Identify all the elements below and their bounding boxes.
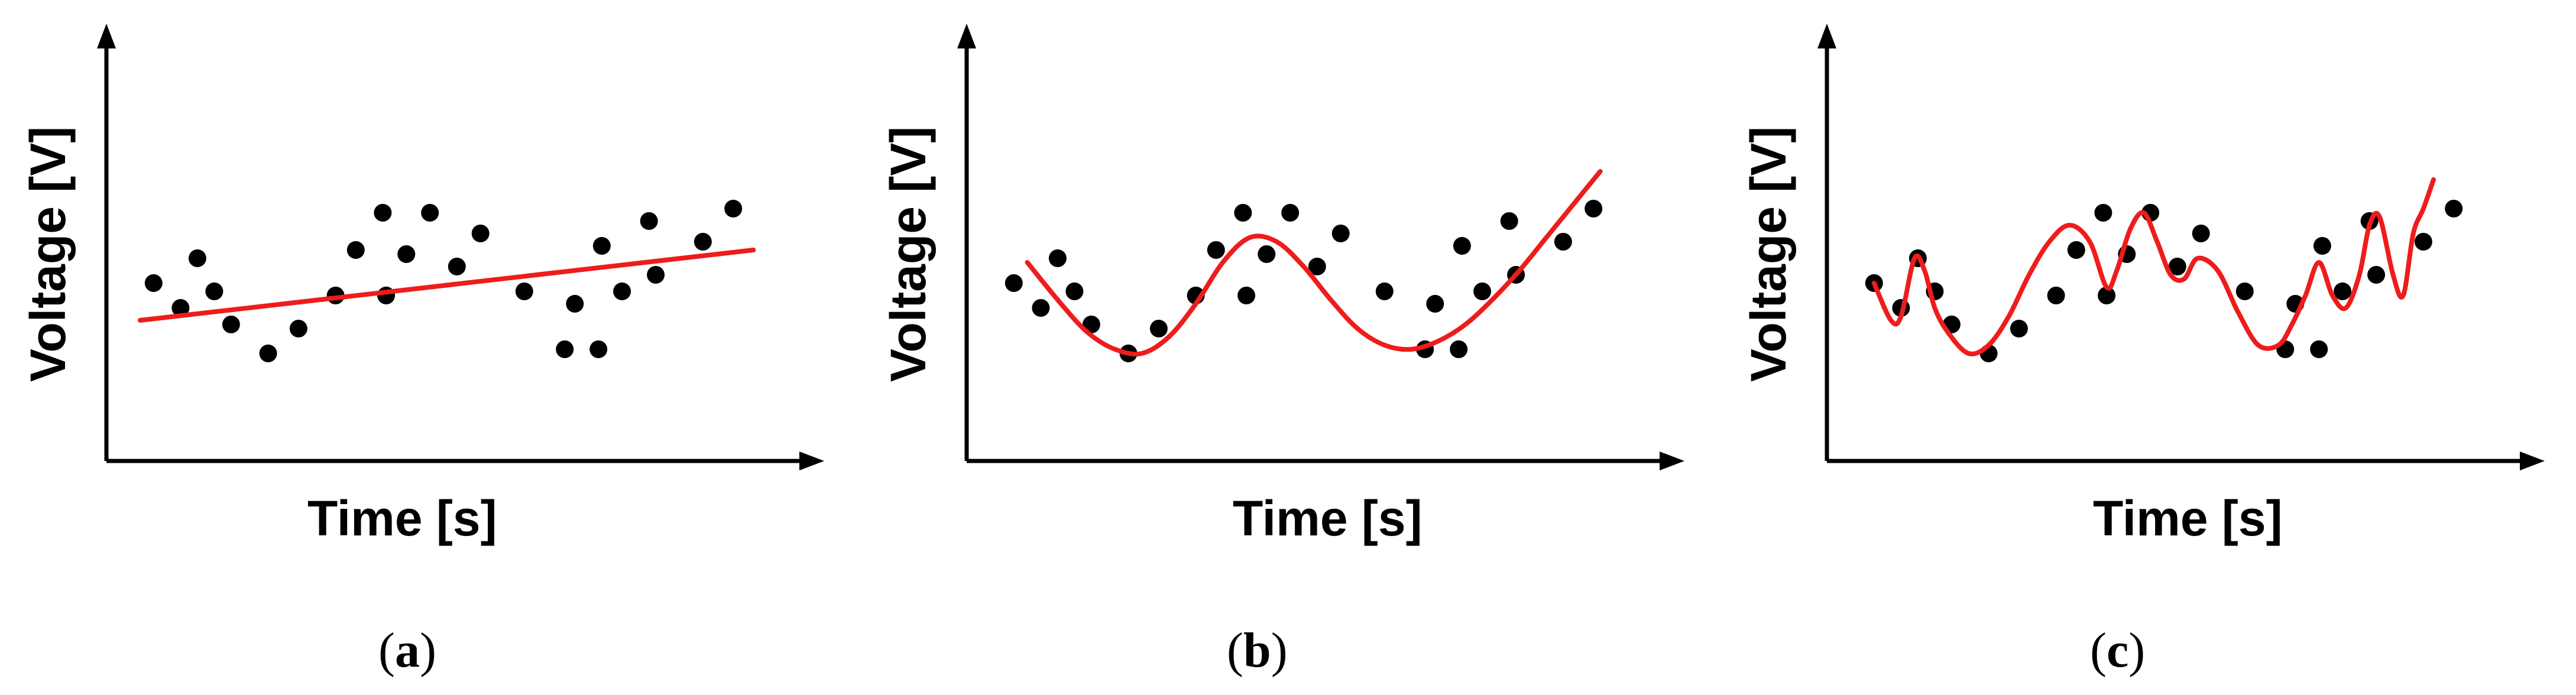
y-axis-label: Voltage [V] — [20, 126, 76, 382]
caption-open-paren: ( — [2090, 623, 2107, 678]
caption-letter: b — [1243, 623, 1271, 678]
data-point — [1258, 245, 1276, 263]
panel-caption-b: (b) — [1227, 623, 1288, 678]
data-point — [2098, 287, 2116, 304]
data-point — [2047, 287, 2065, 304]
data-point — [259, 345, 277, 362]
data-point — [1207, 241, 1225, 259]
x-axis-label: Time [s] — [2093, 491, 2283, 546]
data-point — [1005, 274, 1023, 292]
y-axis-arrow — [957, 24, 976, 48]
data-point — [724, 200, 743, 217]
x-axis-arrow — [1660, 452, 1684, 470]
caption-close-paren: ) — [2128, 623, 2145, 678]
data-point — [640, 212, 658, 230]
data-point — [1281, 204, 1300, 222]
x-axis-label: Time [s] — [1233, 491, 1423, 546]
data-point — [592, 237, 611, 255]
data-point — [556, 340, 574, 358]
data-point — [647, 266, 665, 284]
data-point — [205, 282, 223, 300]
panel-a: Time [s] Voltage [V] (a) — [20, 24, 824, 678]
x-axis-arrow — [2520, 452, 2545, 470]
data-point — [2445, 200, 2463, 217]
data-point — [1065, 282, 1084, 300]
caption-close-paren: ) — [1271, 623, 1288, 678]
data-point — [2094, 204, 2112, 222]
panel-caption-a: (a) — [378, 623, 436, 678]
data-point — [1585, 200, 1603, 217]
y-axis-arrow — [1817, 24, 1836, 48]
data-point — [1453, 237, 1471, 255]
data-point — [566, 295, 584, 313]
fit-line-a — [138, 248, 756, 323]
data-point — [448, 258, 466, 275]
data-point — [471, 225, 490, 242]
data-point — [1048, 249, 1067, 267]
caption-open-paren: ( — [378, 623, 395, 678]
fit-curve-b — [1025, 169, 1603, 357]
axes-a — [97, 24, 824, 470]
data-point — [171, 299, 190, 317]
data-point — [1375, 282, 1394, 300]
data-point — [2067, 241, 2085, 259]
data-point — [2310, 340, 2328, 358]
data-point — [289, 320, 307, 337]
caption-close-paren: ) — [420, 623, 436, 678]
data-point — [1237, 287, 1256, 304]
data-point — [2334, 282, 2352, 300]
data-point — [1500, 212, 1518, 230]
data-point — [2414, 233, 2432, 251]
axes-c — [1817, 24, 2545, 470]
data-point — [1308, 258, 1326, 275]
data-point — [1032, 299, 1050, 317]
data-point — [2192, 225, 2210, 242]
data-point — [613, 282, 631, 300]
panel-caption-c: (c) — [2090, 623, 2145, 678]
y-axis-label: Voltage [V] — [1741, 126, 1796, 382]
x-axis-arrow — [799, 452, 824, 470]
panel-c: Time [s] Voltage [V] (c) — [1741, 24, 2545, 678]
data-point — [1426, 295, 1444, 313]
data-point — [2168, 258, 2186, 275]
scatter-points-a — [144, 200, 743, 362]
y-axis-arrow — [97, 24, 116, 48]
data-point — [222, 316, 240, 333]
caption-letter: a — [395, 623, 420, 678]
data-point — [346, 241, 365, 259]
data-point — [1473, 282, 1492, 300]
data-point — [1149, 320, 1168, 337]
data-point — [144, 274, 163, 292]
data-point — [1450, 340, 1468, 358]
data-point — [397, 245, 416, 263]
y-axis-label: Voltage [V] — [880, 126, 936, 382]
data-point — [374, 204, 392, 222]
panel-b: Time [s] Voltage [V] (b) — [880, 24, 1684, 678]
data-point — [1331, 225, 1350, 242]
data-point — [1554, 233, 1572, 251]
caption-letter: c — [2107, 623, 2128, 678]
x-axis-label: Time [s] — [307, 491, 497, 546]
data-point — [515, 282, 533, 300]
data-point — [2010, 320, 2028, 337]
data-point — [694, 233, 712, 251]
data-point — [2367, 266, 2386, 284]
data-point — [2313, 237, 2331, 255]
data-point — [2235, 282, 2254, 300]
fit-curve-c — [1871, 177, 2436, 356]
data-point — [421, 204, 439, 222]
caption-open-paren: ( — [1227, 623, 1243, 678]
data-point — [188, 249, 206, 267]
data-point — [1234, 204, 1252, 222]
data-point — [589, 340, 608, 358]
axes-b — [957, 24, 1684, 470]
